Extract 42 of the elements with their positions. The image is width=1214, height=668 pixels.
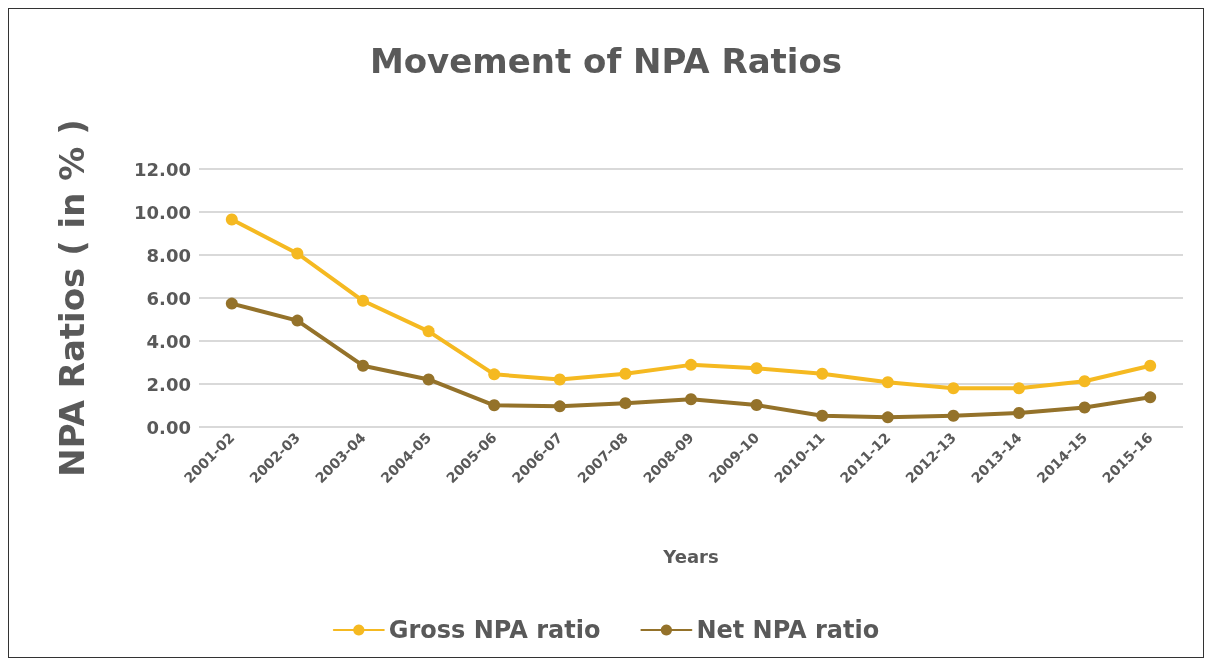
point (619, 367, 632, 380)
legend-label: Gross NPA ratio (388, 616, 601, 644)
point (947, 382, 960, 395)
point (816, 409, 829, 422)
point (619, 397, 632, 410)
point (947, 409, 960, 422)
y-tick-label: 0.00 (146, 416, 191, 438)
point (357, 294, 369, 307)
point (685, 358, 697, 371)
point (1013, 382, 1025, 395)
point (750, 399, 763, 412)
point (1144, 359, 1157, 372)
point (291, 314, 304, 327)
point (553, 373, 566, 386)
y-tick-label: 8.00 (146, 244, 191, 266)
point (225, 213, 238, 226)
point (422, 373, 435, 386)
y-tick-label: 6.00 (146, 287, 191, 309)
point (291, 247, 304, 260)
point (881, 411, 894, 424)
point (488, 399, 501, 412)
point (422, 325, 435, 338)
point (225, 297, 238, 310)
point (488, 368, 501, 381)
point (1078, 375, 1091, 388)
y-axis-title: NPA Ratios ( in % ) (52, 119, 92, 477)
point (1144, 391, 1157, 404)
point (881, 376, 894, 389)
point (685, 393, 697, 406)
point (1013, 407, 1025, 420)
point (750, 362, 763, 375)
y-tick-label: 2.00 (146, 373, 191, 395)
y-tick-label: 4.00 (146, 330, 191, 352)
y-tick-label: 10.00 (134, 201, 191, 223)
x-axis-title: Years (662, 545, 719, 567)
point (553, 400, 566, 413)
legend-label: Net NPA ratio (696, 616, 880, 644)
point (357, 359, 369, 372)
chart-title: Movement of NPA Ratios (369, 41, 843, 81)
y-tick-label: 12.00 (134, 158, 191, 180)
point (816, 367, 829, 380)
point (1078, 401, 1091, 414)
